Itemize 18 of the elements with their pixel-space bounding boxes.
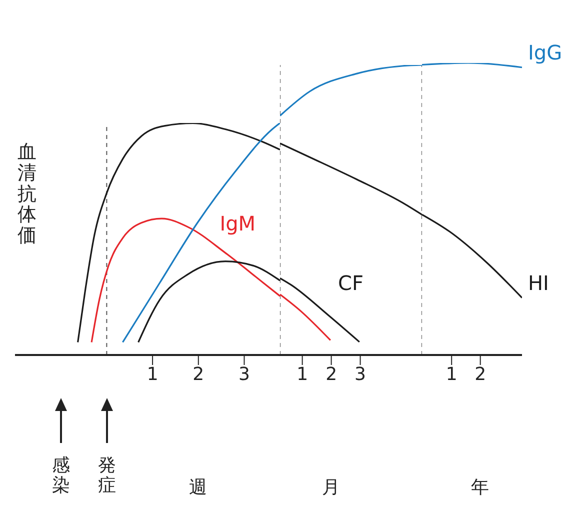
series-label: CF <box>338 271 364 296</box>
x-tick-label: 3 <box>238 364 250 385</box>
text: 感染 <box>52 455 70 496</box>
series-label: HI <box>528 270 549 295</box>
x-tick-label: 1 <box>296 364 308 385</box>
x-tick-label: 2 <box>326 364 338 385</box>
text: 週 <box>189 477 207 498</box>
series-label: IgG <box>528 40 562 64</box>
x-tick-label: 3 <box>354 364 366 385</box>
x-tick-label: 2 <box>192 364 204 385</box>
text: 月 <box>322 477 340 498</box>
text: 年 <box>471 477 489 498</box>
text: 発症 <box>98 455 116 496</box>
y-axis-title: 血清抗体価 <box>18 141 36 247</box>
x-tick-label: 2 <box>474 364 486 385</box>
series-label: IgM <box>220 212 256 236</box>
x-tick-label: 1 <box>446 364 458 385</box>
x-tick-label: 1 <box>146 364 158 385</box>
